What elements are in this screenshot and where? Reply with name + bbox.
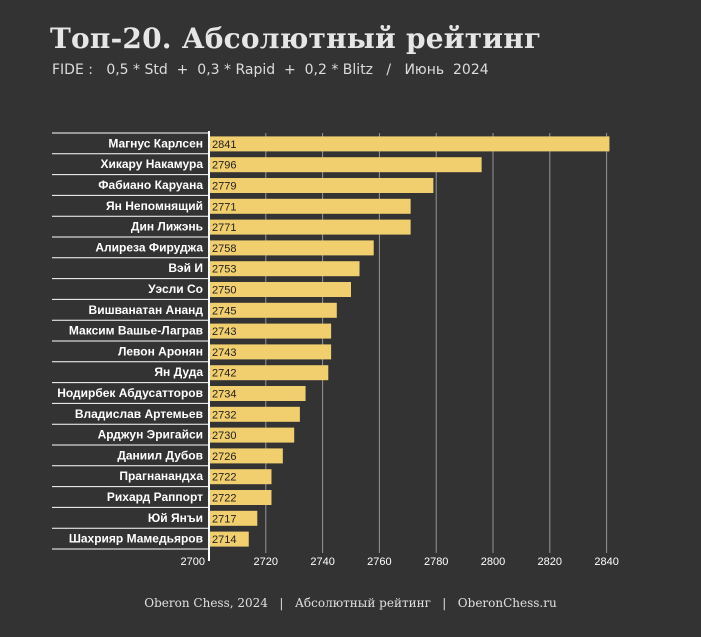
bar bbox=[209, 219, 411, 235]
bar bbox=[209, 490, 272, 505]
category-label: Вэй И bbox=[168, 261, 203, 275]
data-label: 2753 bbox=[212, 264, 236, 276]
category-label: Шахрияр Мамедьяров bbox=[69, 532, 203, 546]
category-label: Магнус Карлсен bbox=[108, 136, 203, 150]
category-label: Максим Вашье-Лаграв bbox=[69, 324, 203, 338]
data-label: 2743 bbox=[212, 347, 236, 359]
data-label: 2722 bbox=[212, 472, 236, 484]
category-label: Фабиано Каруана bbox=[98, 178, 203, 192]
category-label: Ян Дуда bbox=[154, 365, 203, 379]
data-label: 2779 bbox=[212, 181, 236, 193]
data-label: 2730 bbox=[212, 430, 236, 442]
page-title: Топ-20. Абсолютный рейтинг bbox=[50, 22, 542, 55]
data-label: 2734 bbox=[212, 389, 236, 401]
category-label: Владислав Артемьев bbox=[75, 407, 203, 421]
category-label: Уэсли Со bbox=[148, 282, 203, 296]
footer-credits: Oberon Chess, 2024 | Абсолютный рейтинг … bbox=[144, 596, 557, 610]
x-tick-label: 2700 bbox=[181, 556, 205, 568]
bar bbox=[209, 323, 332, 339]
category-label: Даниил Дубов bbox=[117, 448, 203, 462]
bar bbox=[209, 469, 272, 485]
bar bbox=[209, 406, 300, 422]
data-label: 2745 bbox=[212, 305, 236, 317]
rating-bar-chart: Магнус Карлсен 2841 Хикару Накамура 2796 Фаб… bbox=[52, 131, 619, 568]
data-label: 2758 bbox=[212, 243, 236, 255]
x-tick-label: 2800 bbox=[481, 556, 505, 568]
bar bbox=[209, 157, 482, 173]
category-label: Алиреза Фируджа bbox=[95, 240, 203, 254]
bar bbox=[209, 448, 283, 464]
category-label: Левон Аронян bbox=[118, 344, 203, 358]
category-label: Юй Янъи bbox=[148, 511, 203, 525]
bar bbox=[209, 240, 374, 256]
category-label: Вишванатан Ананд bbox=[89, 303, 204, 317]
bar bbox=[209, 531, 249, 547]
data-label: 2796 bbox=[212, 160, 236, 172]
x-tick-label: 2740 bbox=[310, 556, 334, 568]
data-label: 2771 bbox=[212, 201, 236, 213]
bar bbox=[209, 261, 360, 277]
data-label: 2726 bbox=[212, 451, 236, 463]
bar bbox=[209, 427, 295, 443]
category-label: Арджун Эригайси bbox=[98, 428, 203, 442]
data-label: 2722 bbox=[212, 493, 236, 505]
x-tick-label: 2760 bbox=[367, 556, 391, 568]
bar bbox=[209, 178, 434, 193]
bar bbox=[209, 302, 337, 318]
x-tick-label: 2720 bbox=[254, 556, 278, 568]
category-label: Рихард Раппорт bbox=[107, 490, 203, 504]
data-label: 2750 bbox=[212, 285, 236, 297]
category-label: Нодирбек Абдусатторов bbox=[57, 386, 203, 400]
category-label: Хикару Накамура bbox=[101, 157, 204, 171]
data-label: 2732 bbox=[212, 409, 236, 421]
data-label: 2771 bbox=[212, 222, 236, 234]
bar bbox=[209, 136, 610, 152]
bar bbox=[209, 344, 332, 360]
data-label: 2717 bbox=[212, 513, 236, 525]
bar bbox=[209, 365, 329, 381]
category-label: Дин Лижэнь bbox=[131, 220, 203, 234]
bar bbox=[209, 510, 258, 526]
x-tick-label: 2820 bbox=[538, 556, 562, 568]
data-label: 2743 bbox=[212, 326, 236, 338]
x-tick-label: 2780 bbox=[424, 556, 448, 568]
page-subtitle: FIDE : 0,5 * Std + 0,3 * Rapid + 0,2 * B… bbox=[52, 62, 489, 78]
data-label: 2742 bbox=[212, 368, 236, 380]
bar bbox=[209, 386, 306, 401]
category-label: Ян Непомнящий bbox=[106, 199, 203, 213]
data-label: 2714 bbox=[212, 534, 236, 546]
category-label: Прагнанандха bbox=[119, 469, 203, 483]
bar bbox=[209, 198, 411, 214]
bar bbox=[209, 282, 351, 297]
data-label: 2841 bbox=[212, 139, 236, 151]
x-tick-label: 2840 bbox=[594, 556, 618, 568]
